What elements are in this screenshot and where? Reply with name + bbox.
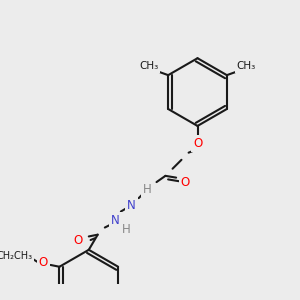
Text: H: H: [122, 223, 130, 236]
Text: O: O: [74, 234, 83, 248]
Text: O: O: [193, 137, 202, 150]
Text: H: H: [143, 183, 152, 196]
Text: O: O: [39, 256, 48, 269]
Text: CH₂CH₃: CH₂CH₃: [0, 251, 33, 261]
Text: O: O: [180, 176, 190, 189]
Text: CH₃: CH₃: [139, 61, 158, 71]
Text: CH₃: CH₃: [237, 61, 256, 71]
Text: N: N: [127, 199, 136, 212]
Text: N: N: [111, 214, 120, 227]
